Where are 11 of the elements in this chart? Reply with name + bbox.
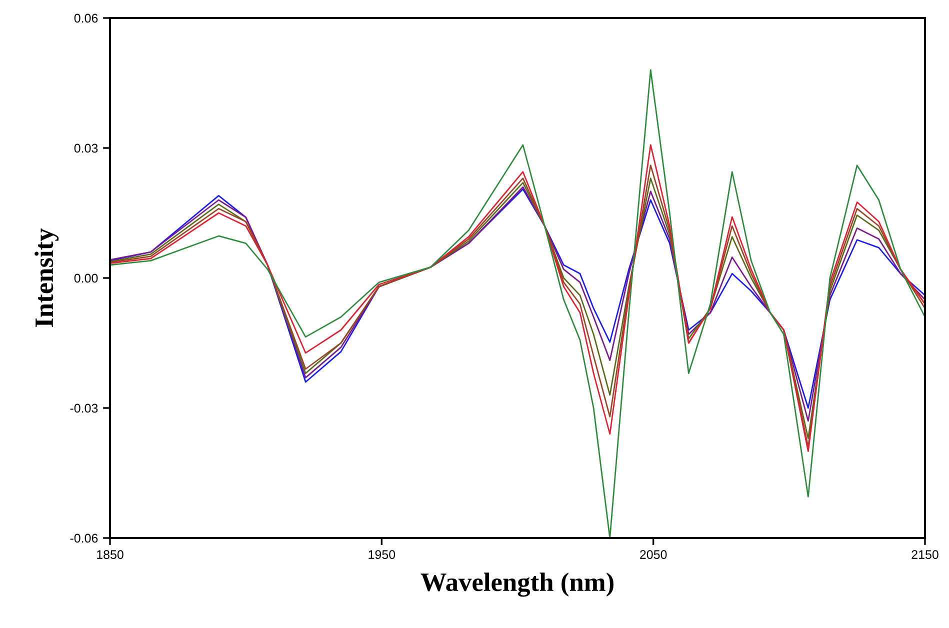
x-tick-label: 1850 bbox=[97, 550, 124, 559]
y-tick-label: -0.03 bbox=[70, 404, 98, 413]
x-tick-label: 1950 bbox=[368, 550, 396, 559]
x-tick-label: 2050 bbox=[640, 550, 667, 559]
y-tick-label: 0.06 bbox=[74, 14, 98, 23]
y-tick-label: 0.03 bbox=[74, 144, 98, 153]
y-tick-label: 0.00 bbox=[74, 274, 98, 283]
x-tick-label: 2150 bbox=[912, 550, 938, 559]
y-tick-label: -0.06 bbox=[70, 534, 98, 543]
y-axis-title: Intensity bbox=[34, 228, 59, 327]
x-axis-title: Wavelength (nm) bbox=[420, 572, 614, 597]
